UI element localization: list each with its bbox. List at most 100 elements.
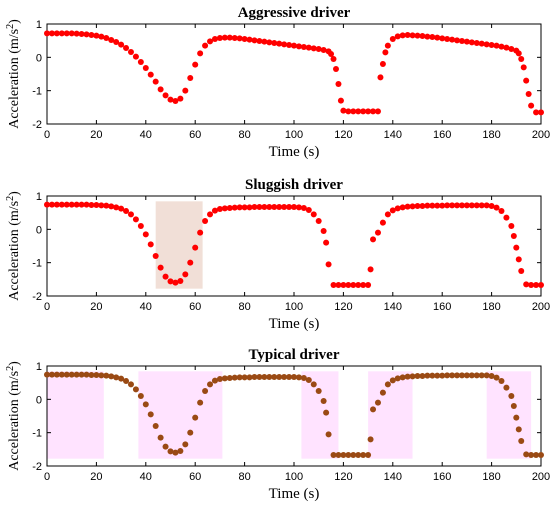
panel-title: Sluggish driver [245, 177, 343, 193]
data-point [374, 229, 381, 236]
x-tick-label: 40 [140, 301, 152, 313]
data-point [493, 374, 500, 381]
data-point [48, 371, 55, 378]
x-tick-label: 180 [482, 129, 500, 141]
data-point [251, 204, 258, 210]
data-point [434, 202, 441, 209]
data-point [389, 207, 396, 214]
data-point [187, 429, 194, 436]
data-point [241, 204, 248, 211]
data-point [350, 282, 357, 288]
data-point [335, 282, 342, 288]
data-point [444, 36, 451, 42]
data-point [449, 372, 456, 379]
y-tick-label: -1 [32, 86, 42, 98]
data-point [510, 233, 517, 239]
data-point [399, 374, 406, 381]
data-point [478, 372, 485, 379]
data-point [513, 244, 520, 251]
highlight-band [486, 371, 532, 459]
data-point [192, 244, 199, 251]
x-tick-label: 80 [238, 301, 250, 313]
highlight-band [47, 371, 104, 459]
data-point [414, 203, 421, 209]
y-tick-label: 0 [36, 394, 42, 406]
data-point [246, 374, 253, 381]
data-point [211, 207, 218, 214]
data-point [538, 282, 544, 288]
data-point [384, 42, 391, 49]
data-point [414, 373, 421, 379]
data-point [508, 46, 515, 52]
data-point [345, 282, 352, 288]
data-point [53, 201, 60, 208]
data-point [127, 211, 134, 218]
panel-title: Typical driver [249, 347, 340, 363]
data-point [157, 86, 164, 93]
data-point [123, 45, 130, 51]
data-point [83, 371, 90, 378]
y-axis-label: Acceleration (m/s2) [5, 19, 22, 129]
data-point [182, 87, 189, 94]
data-point [93, 372, 100, 378]
data-point [394, 375, 401, 382]
data-point [355, 452, 362, 458]
data-point [207, 38, 214, 45]
data-point [503, 44, 510, 51]
data-point [132, 216, 139, 223]
data-point [429, 202, 436, 209]
data-point [409, 203, 416, 210]
data-point [231, 35, 238, 41]
data-point [63, 371, 70, 378]
x-tick-label: 140 [384, 471, 402, 483]
data-point [310, 381, 317, 388]
data-point [454, 372, 461, 379]
data-point [197, 399, 204, 406]
data-point [429, 372, 436, 379]
data-point [518, 268, 525, 274]
data-point [468, 202, 475, 209]
data-point [404, 373, 411, 380]
data-point [320, 47, 327, 53]
data-point [365, 108, 372, 115]
x-tick-label: 140 [384, 129, 402, 141]
data-point [48, 201, 55, 208]
data-point [271, 204, 278, 210]
data-point [152, 78, 159, 85]
data-point [498, 378, 505, 384]
data-point [123, 208, 130, 214]
data-point [63, 30, 70, 37]
highlight-band [301, 371, 339, 459]
data-point [221, 375, 228, 382]
data-point [281, 204, 288, 210]
data-point [88, 32, 95, 38]
data-point [533, 282, 540, 288]
data-point [177, 95, 184, 102]
data-point [241, 36, 248, 42]
data-point [197, 229, 204, 236]
data-point [365, 452, 372, 458]
data-point [515, 256, 522, 263]
data-point [323, 409, 330, 416]
data-point [147, 71, 154, 78]
x-tick-label: 20 [90, 301, 102, 313]
data-point [172, 279, 179, 286]
data-point [323, 239, 330, 246]
data-point [118, 205, 125, 212]
data-point [483, 372, 490, 379]
data-point [379, 61, 386, 67]
x-tick-label: 0 [44, 129, 50, 141]
data-point [463, 372, 470, 379]
data-point [498, 208, 505, 214]
x-tick-label: 160 [433, 129, 451, 141]
x-tick-label: 160 [433, 301, 451, 313]
data-point [345, 108, 352, 115]
data-point [251, 374, 258, 380]
data-point [315, 218, 322, 224]
data-point [177, 448, 184, 454]
x-tick-label: 100 [285, 301, 303, 313]
data-point [162, 443, 169, 450]
x-tick-label: 0 [44, 471, 50, 483]
data-point [434, 372, 441, 379]
